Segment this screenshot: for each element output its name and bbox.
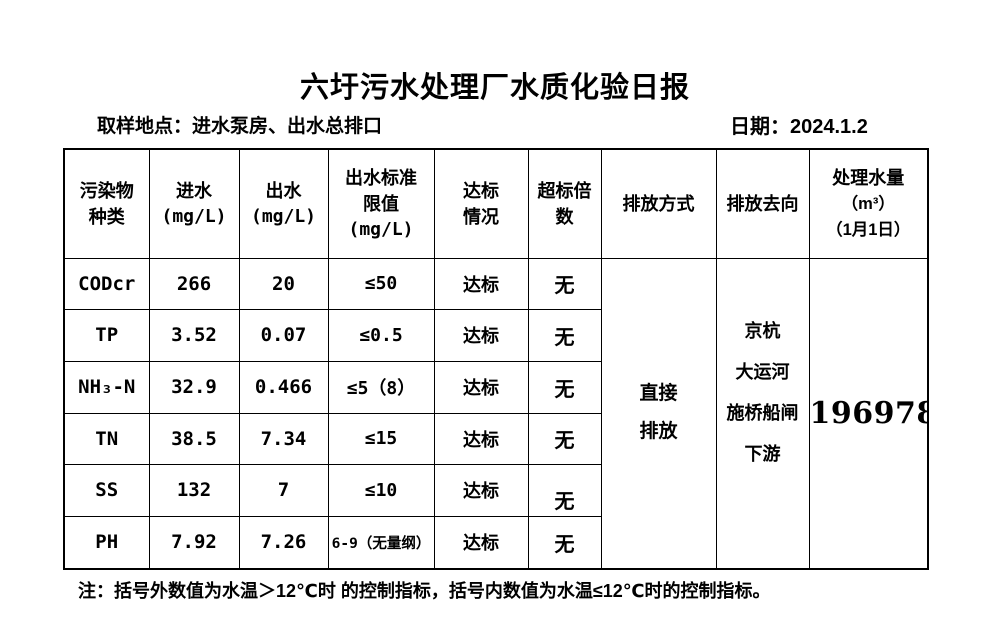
standard-limit-value: ≤50 (327, 257, 435, 310)
table-row-nh3n: NH₃-N 32.9 0.466 ≤5（8） 达标 无 (63, 360, 928, 414)
table-row-tp: TP 3.52 0.07 ≤0.5 达标 无 (63, 308, 928, 362)
pollutant-name: SS (63, 463, 150, 517)
compliance-status-value: 达标 (433, 308, 529, 362)
effluent-value: 7 (238, 463, 329, 517)
header-effluent: 出水 (mg/L) (238, 148, 329, 259)
discharge-destination-cell: 京杭 大运河 施桥船闸 下游 (715, 257, 810, 570)
compliance-status-value: 达标 (433, 515, 529, 570)
standard-limit-value: ≤0.5 (327, 308, 435, 362)
header-discharge-destination: 排放去向 (715, 148, 810, 259)
compliance-status-value: 达标 (433, 463, 529, 517)
exceedance-value: 无 (527, 515, 602, 570)
page-title: 六圩污水处理厂水质化验日报 (299, 70, 690, 104)
sampling-location-label: 取样地点：进水泵房、出水总排口 (97, 116, 383, 137)
influent-value: 7.92 (148, 515, 240, 570)
table-row-ph: PH 7.92 7.26 6-9（无量纲） 达标 无 (63, 515, 928, 570)
compliance-status-value: 达标 (433, 257, 529, 310)
standard-limit-value: ≤10 (327, 463, 435, 517)
table-header-row: 污染物 种类 进水 (mg/L) 出水 (mg/L) 出水标准 限值 (mg/L… (63, 148, 929, 259)
standard-limit-value: 6-9（无量纲） (327, 515, 435, 570)
header-influent: 进水 (mg/L) (148, 148, 240, 259)
standard-limit-value: ≤15 (327, 412, 435, 465)
influent-value: 32.9 (148, 360, 240, 414)
report-date-label: 日期：2024.1.2 (730, 116, 868, 138)
effluent-value: 0.07 (238, 308, 329, 362)
influent-value: 132 (148, 463, 240, 517)
footnote: 注：括号外数值为水温＞12℃时 的控制指标，括号内数值为水温≤12℃时的控制指标… (78, 581, 771, 601)
influent-value: 3.52 (148, 308, 240, 362)
compliance-status-value: 达标 (433, 360, 529, 414)
header-treated-water-volume: 处理水量 （m³） （1月1日） (808, 148, 929, 259)
effluent-value: 0.466 (238, 360, 329, 414)
table-row-ss: SS 132 7 ≤10 达标 无 (63, 463, 928, 517)
table-row-codcr: CODcr 266 20 ≤50 达标 无 直接 排放 京杭 大运河 施桥船闸 … (63, 257, 929, 570)
header-discharge-method: 排放方式 (600, 148, 717, 259)
effluent-value: 20 (238, 257, 329, 310)
exceedance-value: 无 (527, 463, 602, 517)
standard-limit-value: ≤5（8） (327, 360, 435, 414)
pollutant-name: NH₃-N (63, 360, 150, 414)
discharge-method-cell: 直接 排放 (600, 257, 717, 570)
effluent-value: 7.26 (238, 515, 329, 570)
pollutant-name: PH (63, 515, 150, 570)
exceedance-value: 无 (527, 360, 602, 414)
pollutant-name: TP (63, 308, 150, 362)
effluent-value: 7.34 (238, 412, 329, 465)
treated-water-volume-value: 196978 (808, 257, 929, 570)
header-effluent-standard-limit: 出水标准 限值 (mg/L) (327, 148, 435, 259)
exceedance-value: 无 (527, 412, 602, 465)
pollutant-name: TN (63, 412, 150, 465)
pollutant-name: CODcr (63, 257, 150, 310)
exceedance-value: 无 (527, 257, 602, 310)
header-compliance-status: 达标 情况 (433, 148, 529, 259)
table-row-tn: TN 38.5 7.34 ≤15 达标 无 (63, 412, 928, 465)
exceedance-value: 无 (527, 308, 602, 362)
header-pollutant-type: 污染物 种类 (63, 148, 150, 259)
header-exceedance-multiple: 超标倍 数 (527, 148, 602, 259)
water-quality-table: 污染物 种类 进水 (mg/L) 出水 (mg/L) 出水标准 限值 (mg/L… (63, 148, 929, 570)
compliance-status-value: 达标 (433, 412, 529, 465)
influent-value: 38.5 (148, 412, 240, 465)
influent-value: 266 (148, 257, 240, 310)
